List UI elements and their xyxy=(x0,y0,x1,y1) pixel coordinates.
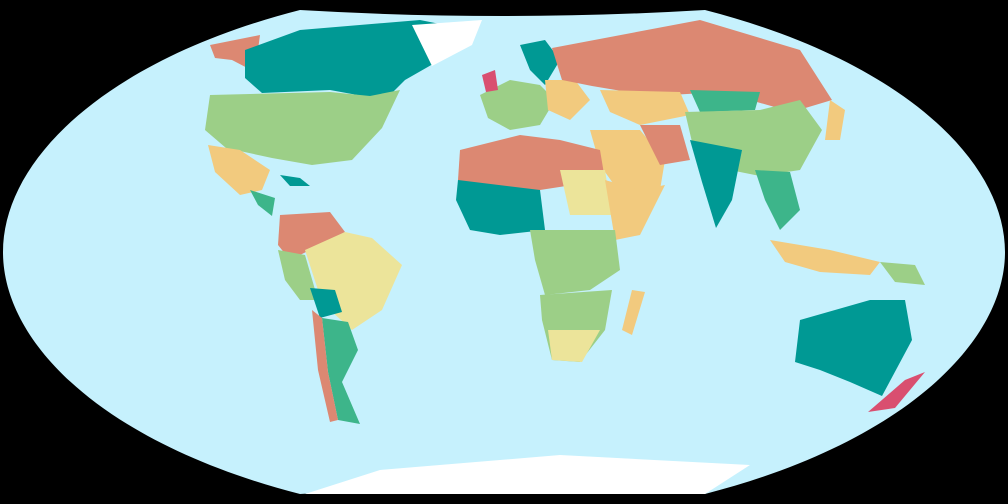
region-new-guinea[interactable] xyxy=(880,262,925,285)
region-bolivia[interactable] xyxy=(310,288,342,318)
region-southeast-asia[interactable] xyxy=(755,170,800,230)
region-canada[interactable] xyxy=(245,20,470,100)
region-caribbean[interactable] xyxy=(280,175,310,186)
region-south-africa[interactable] xyxy=(548,330,600,362)
region-australia[interactable] xyxy=(795,300,912,396)
region-mongolia[interactable] xyxy=(690,90,760,112)
region-horn-of-africa[interactable] xyxy=(605,180,665,240)
region-west-africa[interactable] xyxy=(456,180,545,235)
region-mexico[interactable] xyxy=(208,145,270,195)
region-madagascar[interactable] xyxy=(622,290,645,335)
region-western-europe[interactable] xyxy=(480,80,555,130)
region-russia[interactable] xyxy=(552,20,832,112)
region-iran[interactable] xyxy=(640,125,690,165)
region-antarctica[interactable] xyxy=(305,455,750,494)
region-peru[interactable] xyxy=(278,250,318,300)
region-argentina[interactable] xyxy=(322,318,360,424)
region-kazakhstan[interactable] xyxy=(600,90,690,125)
region-new-zealand[interactable] xyxy=(868,372,925,412)
region-chile[interactable] xyxy=(312,310,338,422)
region-middle-east[interactable] xyxy=(590,130,665,200)
region-uk[interactable] xyxy=(482,70,498,92)
region-sudan[interactable] xyxy=(560,170,612,215)
region-scandinavia[interactable] xyxy=(520,40,560,85)
region-greenland[interactable] xyxy=(412,20,482,66)
ocean xyxy=(3,10,1005,494)
region-usa[interactable] xyxy=(205,90,400,165)
region-eastern-europe[interactable] xyxy=(545,80,590,120)
region-indonesia[interactable] xyxy=(770,240,880,275)
region-colombia-venezuela[interactable] xyxy=(278,212,345,260)
region-central-america[interactable] xyxy=(250,190,275,216)
region-central-africa[interactable] xyxy=(530,230,620,295)
region-japan[interactable] xyxy=(825,100,845,140)
region-india[interactable] xyxy=(690,140,742,228)
